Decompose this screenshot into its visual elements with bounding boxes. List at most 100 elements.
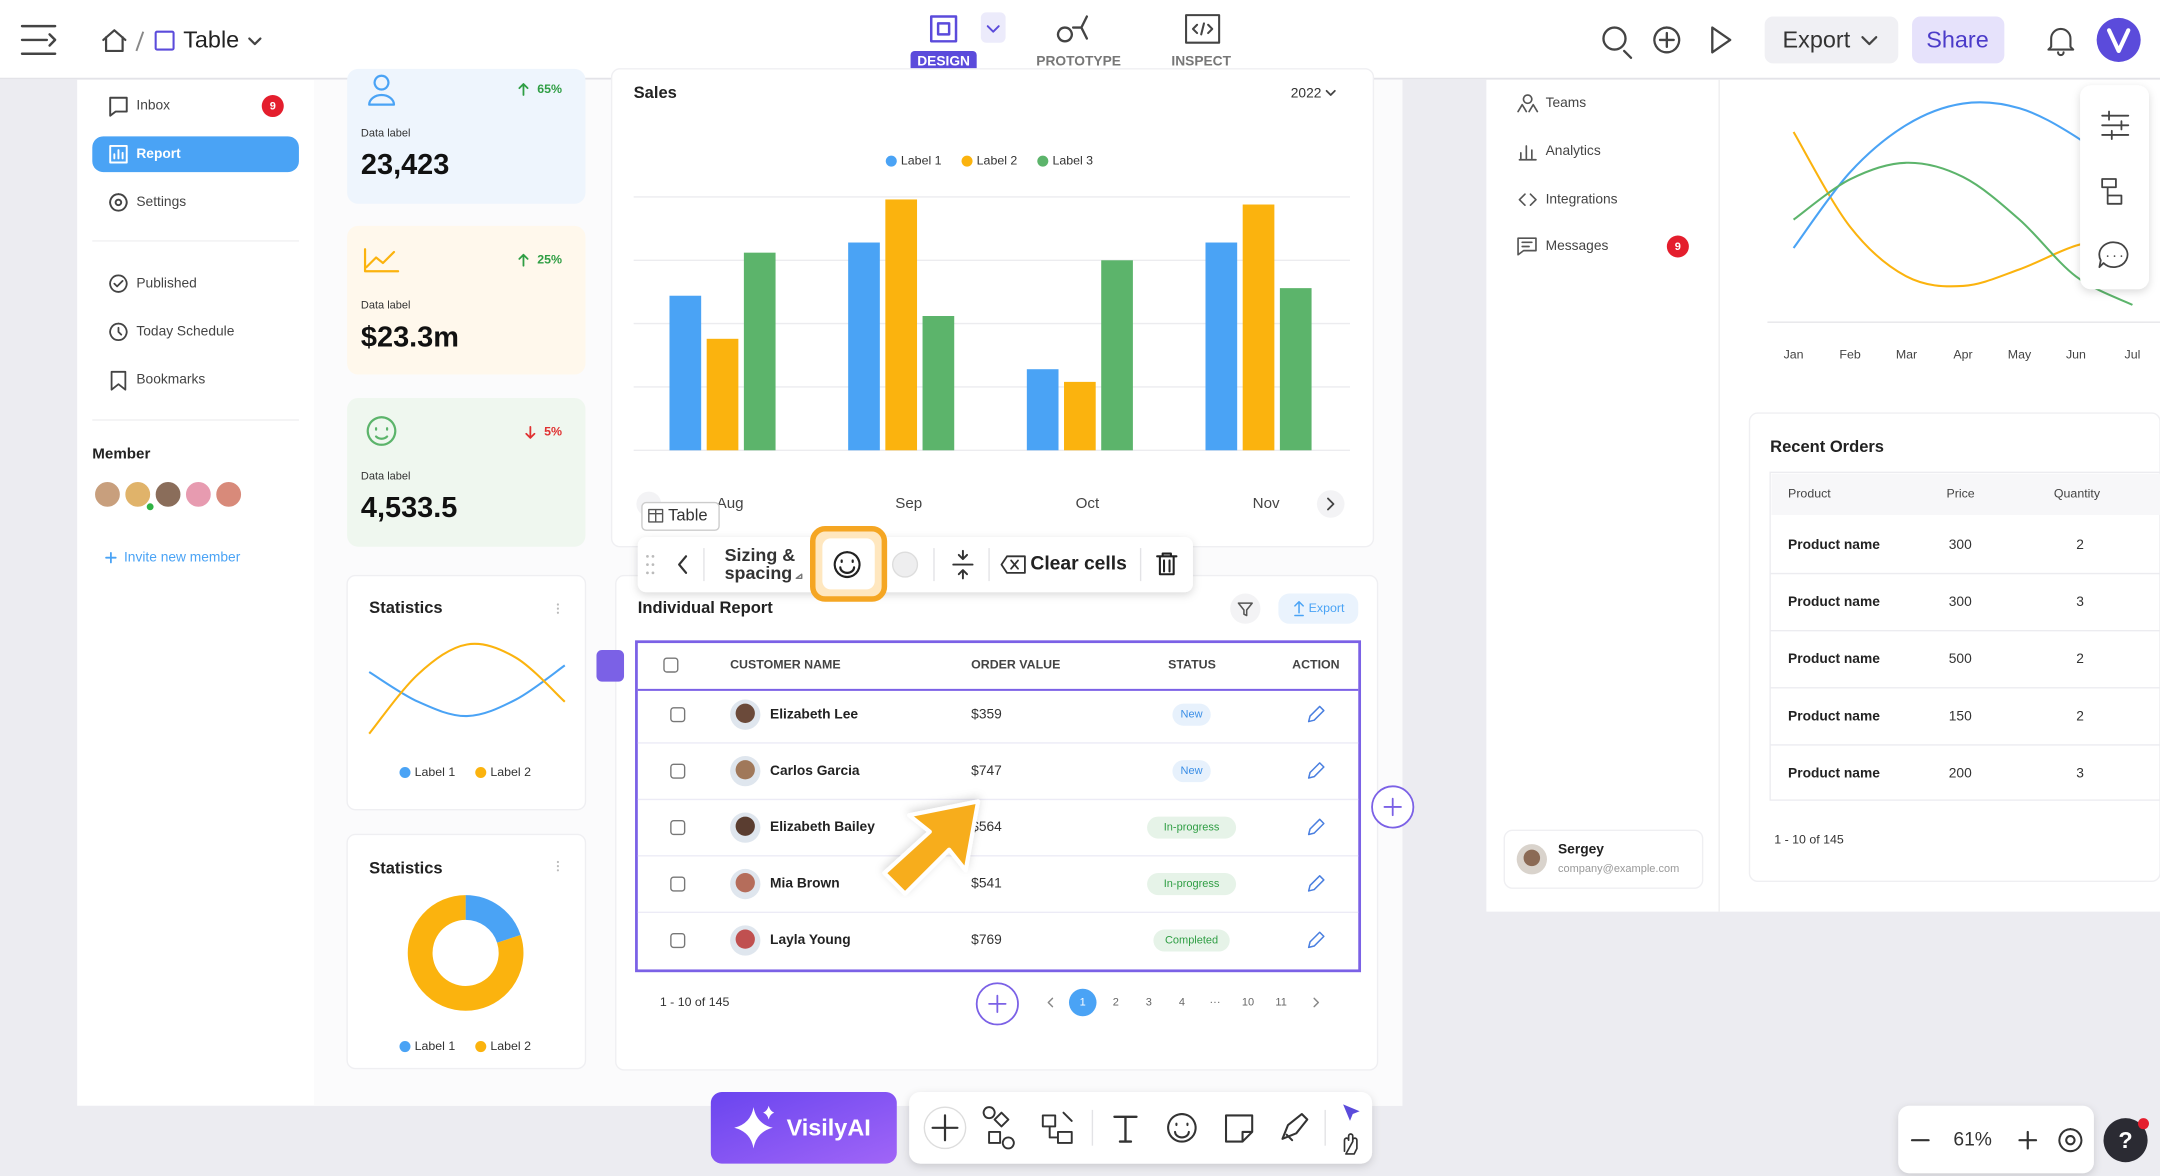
page-number[interactable]: 10	[1242, 996, 1254, 1008]
invite-plus[interactable]	[105, 551, 117, 564]
nav-label[interactable]: Integrations	[1546, 191, 1618, 206]
right-nav-icon[interactable]	[1517, 94, 1539, 113]
design-icon[interactable]	[929, 15, 958, 43]
avatar[interactable]	[2096, 17, 2141, 62]
design-tab-pill[interactable]	[910, 50, 977, 73]
edit-icon[interactable]	[1307, 931, 1325, 949]
nav-icon[interactable]	[109, 193, 128, 212]
row-checkbox[interactable]	[670, 707, 686, 723]
bar	[1279, 288, 1312, 451]
select-tool[interactable]	[1343, 1104, 1360, 1121]
header-checkbox[interactable]	[663, 657, 679, 673]
page-next[interactable]	[1313, 997, 1320, 1008]
help-label[interactable]: ?	[2118, 1127, 2132, 1153]
nav-label[interactable]: Analytics	[1546, 143, 1601, 158]
zoom-in[interactable]	[2018, 1130, 2038, 1150]
text-tool[interactable]	[1113, 1115, 1138, 1143]
settings-gear[interactable]	[2058, 1128, 2083, 1153]
inspect-icon[interactable]	[1185, 14, 1221, 44]
next-button[interactable]	[1316, 490, 1345, 518]
nav-label[interactable]: Inbox	[136, 98, 170, 113]
draw-tool[interactable]	[1281, 1113, 1309, 1142]
row-checkbox[interactable]	[670, 820, 686, 836]
nav-label[interactable]: Bookmarks	[136, 372, 205, 387]
row-checkbox[interactable]	[670, 932, 686, 949]
home-icon[interactable]	[102, 29, 127, 53]
flow-tool[interactable]	[1041, 1111, 1073, 1144]
nav-label[interactable]: Teams	[1546, 95, 1587, 110]
edit-icon[interactable]	[1307, 705, 1325, 723]
line-series	[1792, 131, 2133, 288]
export-label[interactable]: Export	[1783, 27, 1851, 53]
tab-label[interactable]: PROTOTYPE	[1036, 54, 1121, 69]
right-nav-icon[interactable]	[1518, 145, 1537, 161]
right-nav-icon[interactable]	[1517, 237, 1537, 256]
align-icon[interactable]	[952, 549, 974, 580]
sticky-tool[interactable]	[1224, 1114, 1254, 1143]
invite-link[interactable]: Invite new member	[124, 549, 241, 564]
row-checkbox[interactable]	[670, 876, 686, 892]
visily-ai-button[interactable]	[710, 1092, 897, 1164]
tab-label[interactable]: DESIGN	[917, 54, 970, 69]
breadcrumb[interactable]: Table	[183, 27, 239, 53]
row-checkbox[interactable]	[670, 763, 686, 779]
prototype-icon[interactable]	[1056, 15, 1089, 43]
nav-label[interactable]: Today Schedule	[136, 324, 234, 339]
add-icon[interactable]	[1653, 26, 1681, 54]
nav-active[interactable]	[92, 136, 299, 173]
nav-icon[interactable]	[109, 274, 128, 293]
play-icon[interactable]	[1711, 26, 1732, 54]
share-button[interactable]	[1912, 16, 2005, 64]
right-nav-icon[interactable]	[1518, 193, 1537, 207]
page-number[interactable]: 4	[1179, 996, 1185, 1008]
nav-icon[interactable]	[109, 145, 128, 164]
help-button[interactable]	[2103, 1118, 2148, 1163]
row-handle[interactable]	[596, 649, 625, 682]
filter-button[interactable]	[1230, 593, 1261, 624]
page-number[interactable]: 1	[1080, 996, 1086, 1008]
edit-icon[interactable]	[1307, 875, 1325, 892]
tab-label[interactable]: INSPECT	[1171, 54, 1231, 69]
clear-cells-label[interactable]: Clear cells	[1030, 554, 1126, 575]
search-icon[interactable]	[1602, 26, 1633, 60]
hand-tool[interactable]	[1343, 1133, 1358, 1155]
page-number[interactable]: 11	[1275, 996, 1286, 1008]
bell-icon[interactable]	[2047, 27, 2075, 57]
legend-label: Label 2	[977, 153, 1018, 167]
export-label[interactable]: Export	[1309, 601, 1345, 615]
ai-label[interactable]: VisilyAI	[787, 1114, 871, 1140]
nav-label[interactable]: Messages	[1546, 238, 1609, 253]
toolbar-back[interactable]	[678, 555, 688, 574]
bar	[1242, 204, 1275, 451]
nav-icon[interactable]	[109, 96, 128, 117]
page-number[interactable]: 2	[1113, 996, 1119, 1008]
edit-icon[interactable]	[1307, 762, 1325, 779]
breadcrumb-chevron[interactable]	[248, 37, 262, 46]
nav-label[interactable]: Report	[136, 146, 181, 161]
nav-icon[interactable]	[110, 370, 127, 391]
color-swatch[interactable]	[891, 551, 919, 578]
sizing-label[interactable]: spacing	[725, 563, 793, 583]
nav-label[interactable]: Published	[136, 275, 196, 290]
layers-icon[interactable]	[2101, 178, 2123, 205]
delete-icon[interactable]	[1156, 552, 1178, 576]
page-current[interactable]	[1068, 988, 1097, 1017]
comment-icon[interactable]	[2098, 241, 2129, 269]
edit-icon[interactable]	[1307, 818, 1325, 836]
components-tool[interactable]	[982, 1106, 1015, 1150]
nav-icon[interactable]	[109, 322, 128, 342]
year-select[interactable]: 2022	[1291, 85, 1322, 100]
settings-sliders[interactable]	[2101, 110, 2130, 140]
page-number[interactable]: ···	[1209, 996, 1220, 1008]
export-button[interactable]	[1764, 16, 1899, 64]
add-tool[interactable]	[923, 1106, 967, 1150]
menu-icon[interactable]	[20, 24, 57, 55]
share-label[interactable]: Share	[1926, 27, 1988, 53]
sizing-label[interactable]: Sizing &	[725, 545, 796, 565]
page-prev[interactable]	[1047, 997, 1054, 1008]
stat-icon	[368, 74, 396, 106]
emoji-tool[interactable]	[1167, 1113, 1197, 1143]
nav-label[interactable]: Settings	[136, 194, 186, 209]
page-number[interactable]: 3	[1146, 996, 1152, 1008]
clear-icon[interactable]	[1000, 555, 1026, 574]
